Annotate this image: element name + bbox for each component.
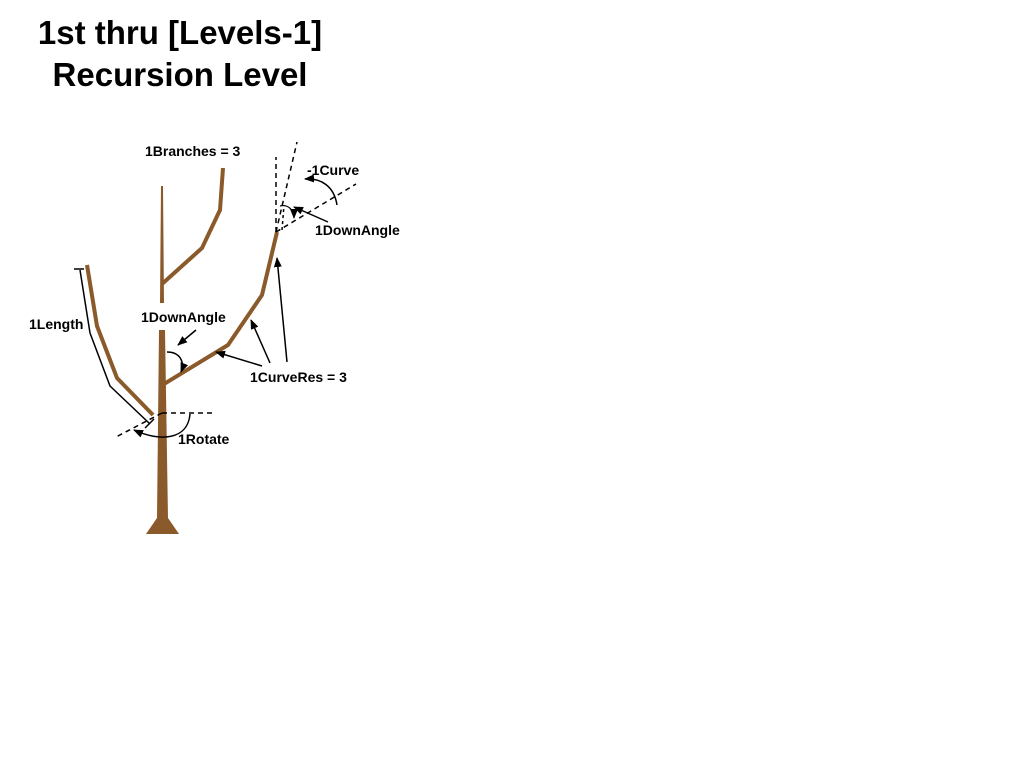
trunk-lower xyxy=(146,330,179,534)
down-angle-arc-mid xyxy=(166,351,189,373)
rotate-dashed-diagonal xyxy=(115,412,163,438)
label-curve-res: 1CurveRes = 3 xyxy=(250,369,347,385)
upper-branch xyxy=(160,167,225,286)
down-angle-pointer-top xyxy=(293,206,329,223)
tip-dashed-downangle xyxy=(275,183,357,233)
slide-title: 1st thru [Levels-1] Recursion Level xyxy=(0,12,360,96)
length-bracket xyxy=(79,269,91,334)
curve-res-arrow-2 xyxy=(250,319,271,364)
trunk-upper xyxy=(160,186,164,303)
curve-arc xyxy=(304,174,338,206)
left-branch xyxy=(85,264,155,417)
down-angle-arc-top xyxy=(279,205,298,219)
label-branches: 1Branches = 3 xyxy=(145,143,241,159)
curve-res-arrow-3 xyxy=(273,257,288,363)
title-line-2: Recursion Level xyxy=(52,56,308,93)
label-down-angle-mid: 1DownAngle xyxy=(141,309,226,325)
label-down-angle-top: 1DownAngle xyxy=(315,222,400,238)
label-length: 1Length xyxy=(29,316,83,332)
tip-dashed-short xyxy=(281,204,285,231)
rotate-arc xyxy=(133,413,191,438)
length-tick-bottom xyxy=(144,418,155,429)
label-rotate: 1Rotate xyxy=(178,431,230,447)
length-bracket-lower xyxy=(89,332,151,425)
label-curve: -1Curve xyxy=(307,162,359,178)
tip-dashed-curve xyxy=(275,141,298,233)
right-branch xyxy=(162,231,279,386)
down-angle-pointer-mid xyxy=(177,329,197,346)
title-line-1: 1st thru [Levels-1] xyxy=(37,14,323,51)
curve-res-arrow-1 xyxy=(215,350,263,367)
